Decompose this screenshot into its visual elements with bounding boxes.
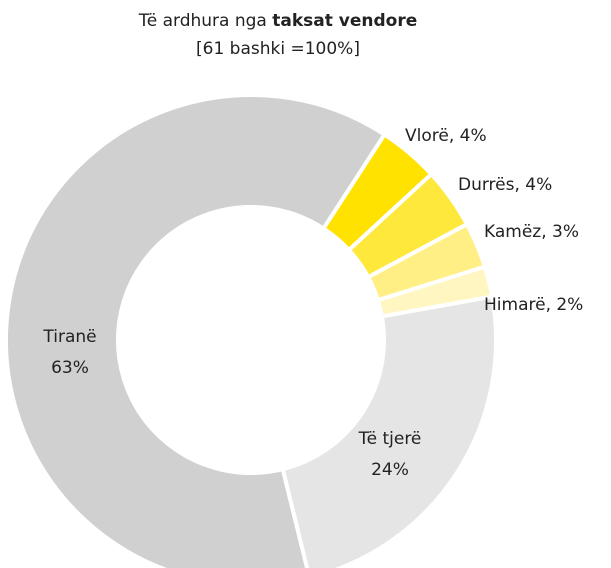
- donut-slice: [4, 93, 388, 568]
- title-bold: taksat vendore: [272, 11, 417, 31]
- category-label: Tiranë: [42, 327, 96, 347]
- title-text: Të ardhura nga: [138, 11, 267, 31]
- category-label: Kamëz: [484, 222, 541, 242]
- slice-label: Durrës, 4%: [458, 175, 552, 195]
- value-label: 63%: [51, 358, 89, 378]
- category-label: Durrës: [458, 175, 515, 195]
- value-label: , 2%: [546, 295, 584, 315]
- slice-label: Vlorë, 4%: [405, 126, 487, 146]
- chart-title: Të ardhura nga taksat vendore: [138, 11, 418, 31]
- chart-subtitle: [61 bashki =100%]: [196, 39, 360, 59]
- value-label: , 4%: [515, 175, 553, 195]
- value-label: , 4%: [449, 126, 487, 146]
- category-label: Vlorë: [405, 126, 449, 146]
- value-label: 24%: [371, 460, 409, 480]
- category-label: Të tjerë: [358, 429, 422, 449]
- category-label: Himarë: [484, 295, 546, 315]
- slice-label: Himarë, 2%: [484, 295, 583, 315]
- slice-label: Kamëz, 3%: [484, 222, 579, 242]
- value-label: , 3%: [541, 222, 579, 242]
- donut-slice: [280, 294, 498, 568]
